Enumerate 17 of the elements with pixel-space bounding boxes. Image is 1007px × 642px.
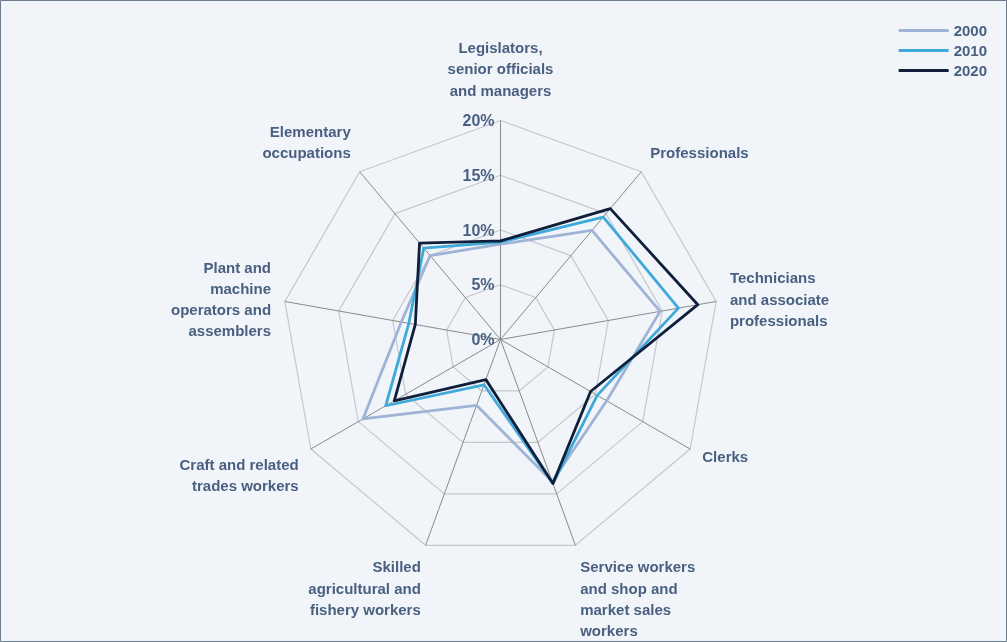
spoke-label: Legislators, senior officials and managers [447, 39, 554, 99]
y-tick-label: 10% [462, 221, 495, 239]
spoke-label: Skilled agricultural and fishery workers [308, 558, 421, 618]
spoke-label: Technicians and associate professionals [729, 269, 830, 329]
spoke-label: Professionals [650, 144, 749, 162]
spoke-label: Craft and related trades workers [179, 456, 299, 495]
legend-label: 2000 [953, 21, 987, 39]
legend-label: 2010 [953, 41, 987, 59]
spoke-label: Plant and machine operators and assemblers [171, 258, 272, 340]
y-tick-label: 20% [462, 112, 495, 129]
spoke-label: Elementary occupations [262, 122, 352, 162]
spoke-label: Service workers and shop and market sales workers [579, 558, 696, 640]
y-tick-label: 0% [471, 331, 495, 348]
spoke-label: Clerks [702, 447, 749, 465]
legend-label: 2020 [953, 61, 987, 79]
y-tick-label: 15% [462, 166, 495, 184]
y-tick-label: 5% [471, 276, 495, 294]
